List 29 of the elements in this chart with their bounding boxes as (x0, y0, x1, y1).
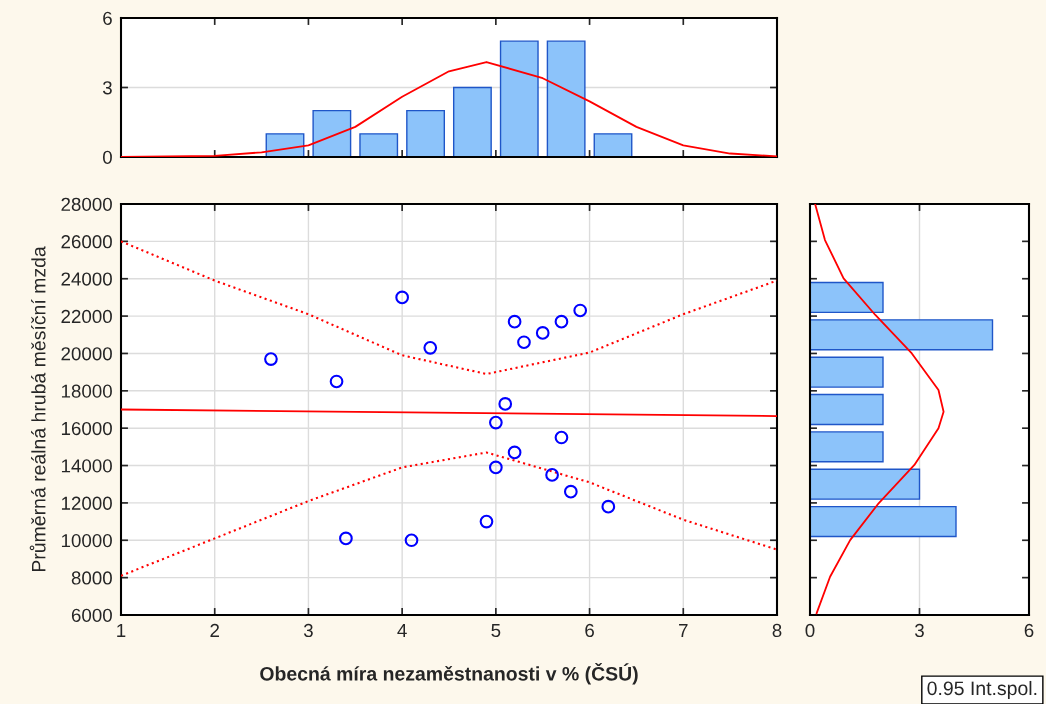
x-tick-label: 8 (772, 623, 782, 638)
y-tick-label: 20000 (61, 347, 112, 361)
y-tick-label: 14000 (61, 459, 112, 473)
x-tick-label: 5 (491, 624, 501, 638)
y-tick-label: 26000 (61, 235, 112, 249)
y-tick-label: 24000 (61, 272, 112, 286)
x-tick-label: 1 (117, 624, 126, 637)
y-tick-label: 16000 (61, 421, 112, 436)
x-tick-label: 3 (915, 623, 924, 638)
x-tick-label: 3 (303, 623, 313, 638)
x-tick-label: 2 (210, 623, 219, 637)
y-tick-label: 8000 (71, 571, 112, 585)
y-tick-label: 6000 (71, 608, 112, 622)
y-tick-label: 10000 (61, 533, 112, 548)
x-tick-label: 0 (805, 623, 815, 638)
y-tick-label: 18000 (61, 384, 112, 398)
x-tick-label: 6 (585, 623, 594, 638)
y-tick-label: 28000 (61, 197, 112, 211)
x-tick-label: 4 (397, 624, 407, 637)
x-tick-label: 6 (1024, 623, 1034, 638)
y-tick-label: 6 (103, 11, 112, 25)
y-tick-label: 22000 (61, 309, 112, 324)
x-tick-label: 7 (679, 624, 688, 637)
y-tick-label: 3 (102, 81, 112, 95)
y-tick-label: 12000 (61, 496, 112, 510)
x-axis-title: Obecná míra nezaměstnanosti v % (ČSÚ) (260, 663, 638, 685)
y-tick-label: 0 (102, 150, 112, 164)
text: 0.95 Int.spol. (927, 680, 1037, 700)
y-axis-title: Průměrná reálná hrubá měsíční mzda (29, 246, 46, 572)
